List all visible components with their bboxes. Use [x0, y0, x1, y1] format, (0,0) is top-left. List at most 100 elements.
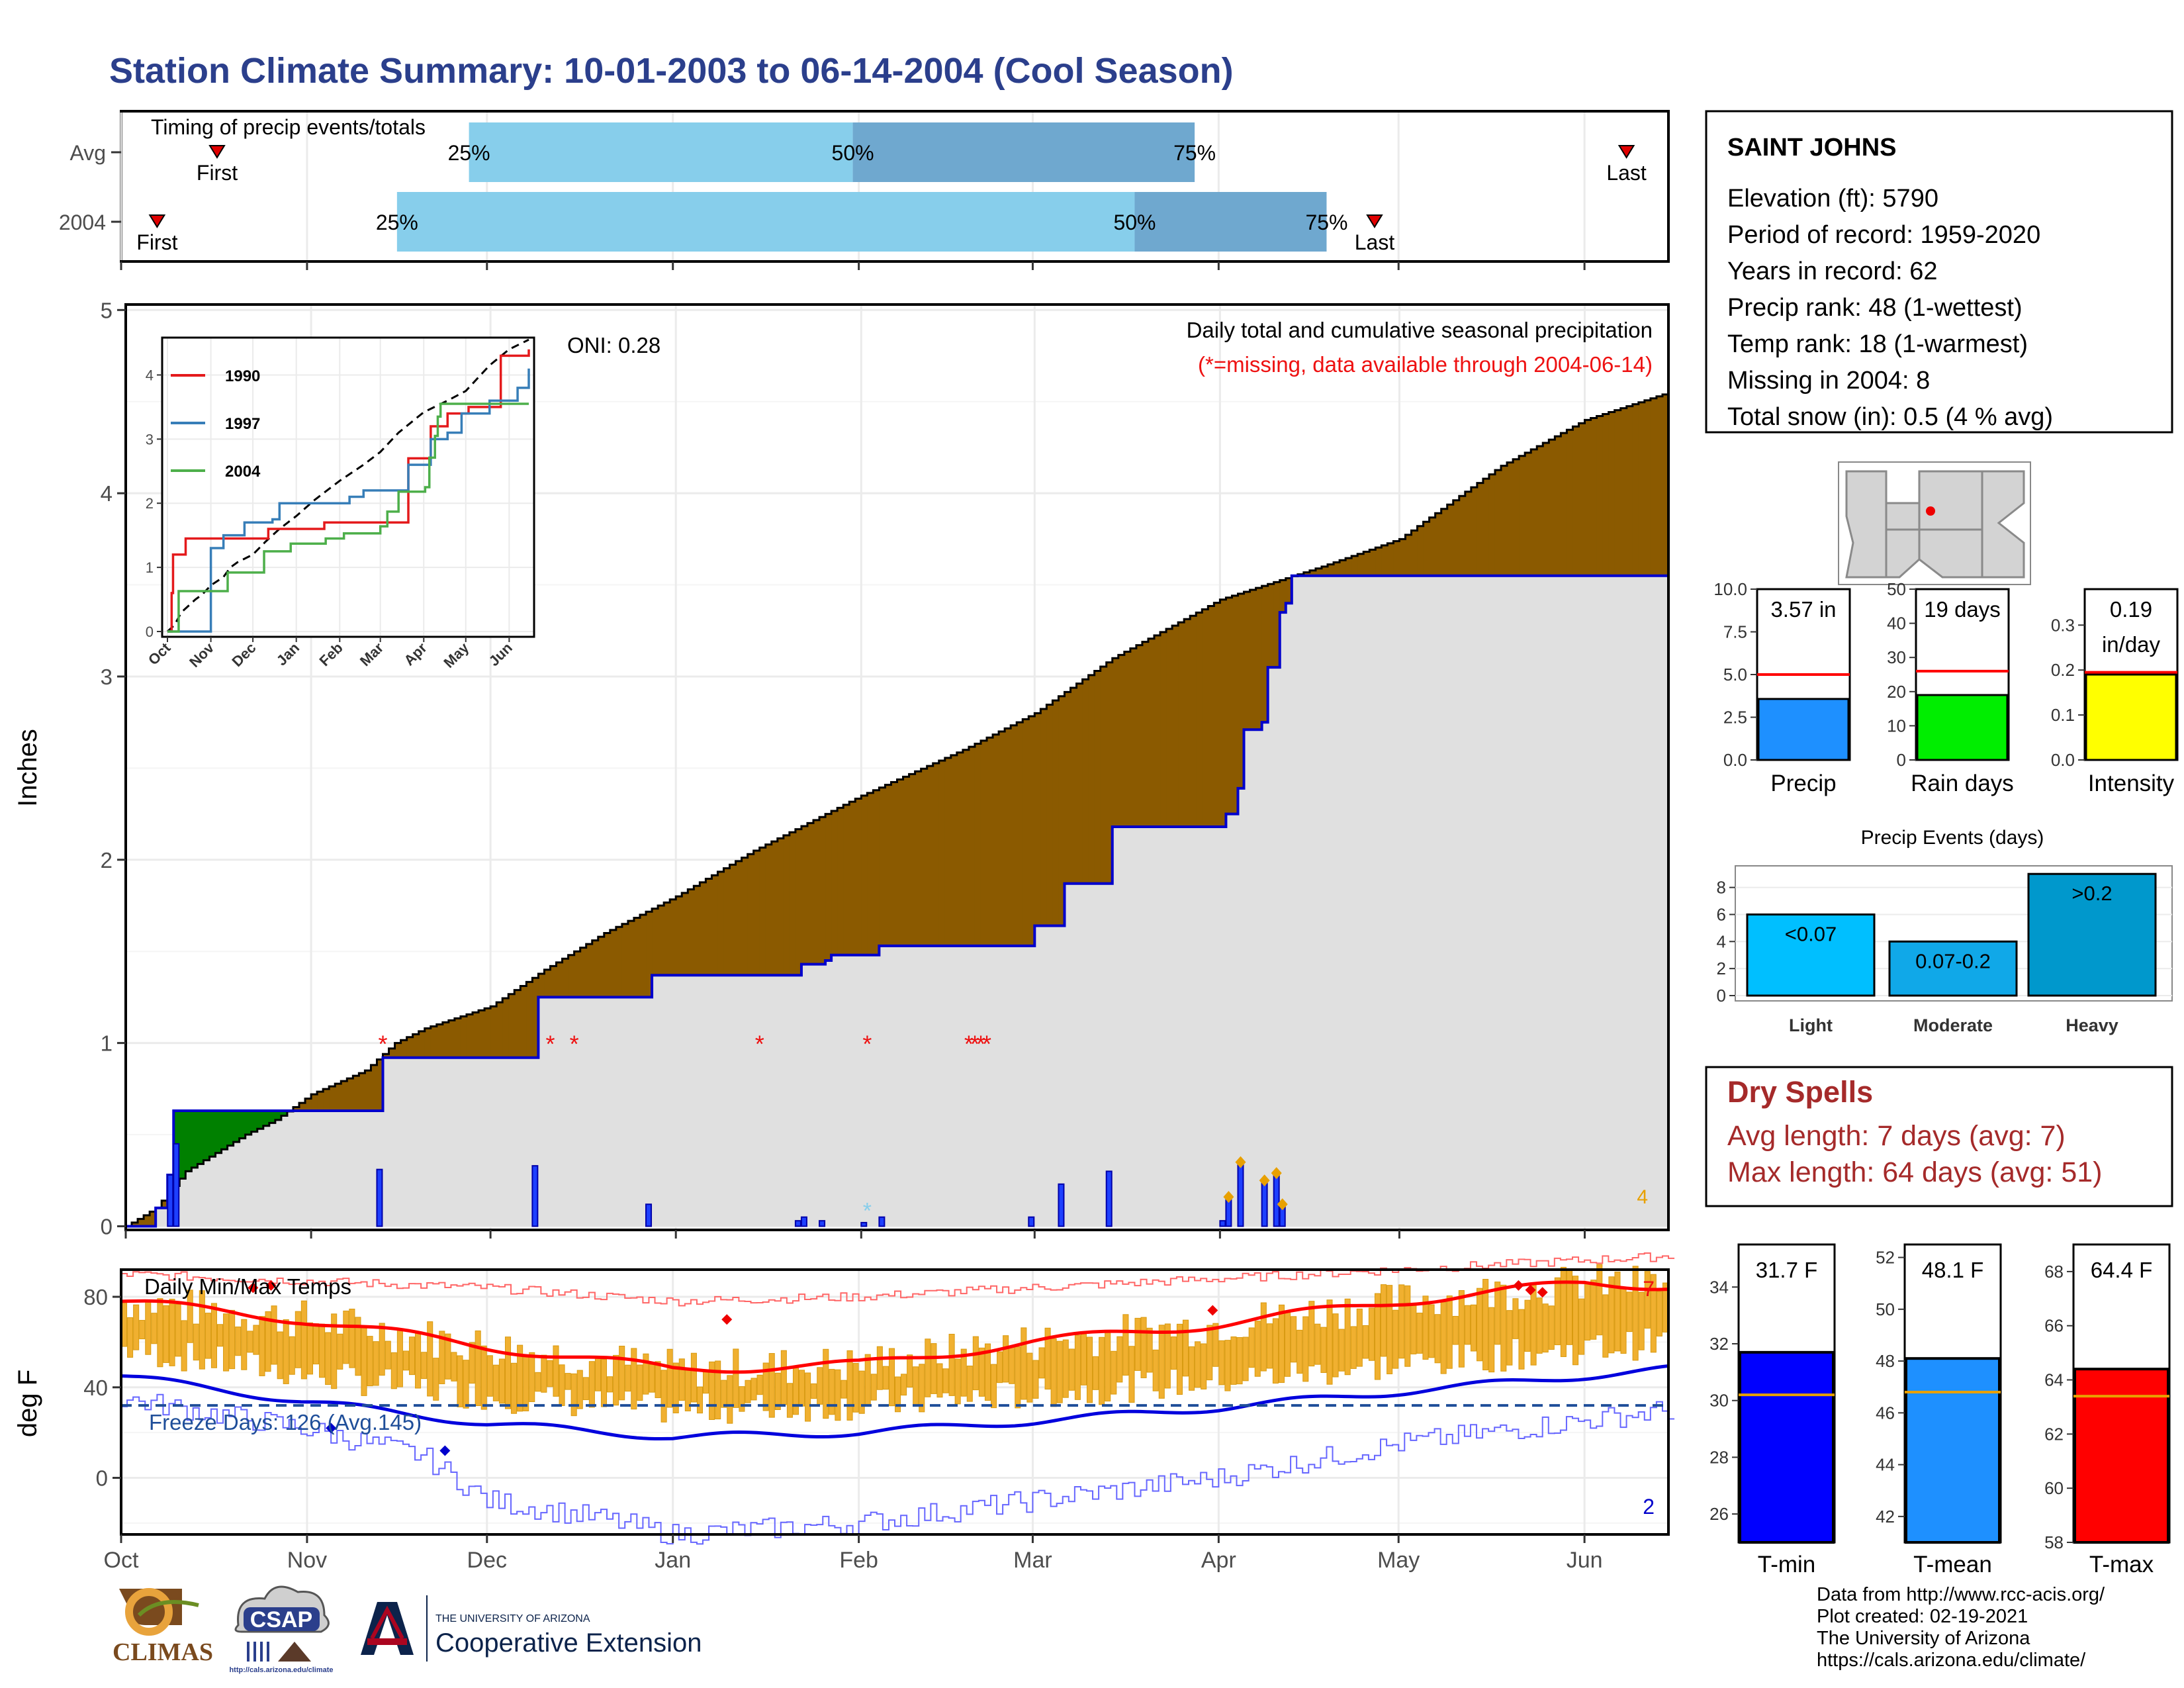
deficit-fill-day-248: [1609, 412, 1615, 576]
dry-spells-box: Dry Spells Avg length: 7 days (avg: 7) M…: [1706, 1067, 2172, 1206]
daily-temp-range-bar-88: [649, 1364, 655, 1392]
deficit-fill-day-136: [939, 761, 946, 946]
deficit-fill-day-243: [1578, 423, 1585, 575]
daily-temp-range-bar-96: [697, 1387, 702, 1413]
daily-precip-bar-2: [377, 1170, 382, 1227]
temp-summary-ytick-label-0-3: 32: [1709, 1334, 1729, 1354]
deficit-fill-day-161: [1089, 675, 1095, 884]
missing-day-marker-0: *: [378, 1031, 387, 1058]
daily-temp-range-bar-8: [169, 1299, 175, 1366]
summary-ytick-label-0-1: 2.5: [1723, 708, 1747, 727]
daily-temp-range-bar-215: [1411, 1305, 1416, 1354]
deficit-fill-day-144: [987, 737, 993, 946]
daily-temp-range-bar-236: [1537, 1298, 1542, 1354]
deficit-fill-day-91: [670, 900, 676, 975]
daily-temp-range-bar-195: [1291, 1317, 1297, 1362]
deficit-fill-day-89: [658, 906, 664, 975]
daily-temp-range-bar-220: [1441, 1302, 1446, 1374]
daily-temp-range-bar-28: [289, 1336, 295, 1374]
daily-temp-range-bar-115: [811, 1383, 817, 1398]
daily-temp-range-bar-14: [205, 1313, 210, 1359]
daily-temp-range-bar-62: [493, 1365, 498, 1401]
daily-temp-range-bar-225: [1471, 1305, 1476, 1351]
deficit-fill-day-138: [951, 755, 958, 946]
daily-temp-range-bar-148: [1009, 1347, 1015, 1383]
deficit-fill-day-227: [1483, 479, 1490, 576]
temp-summary-ytick-label-0-1: 28: [1709, 1447, 1729, 1467]
daily-temp-range-bar-190: [1261, 1303, 1266, 1371]
daily-temp-range-bar-100: [721, 1380, 727, 1407]
precip-ytick-label-4: 4: [101, 481, 113, 506]
deficit-fill-day-121: [849, 802, 856, 955]
station-line-6: Total snow (in): 0.5 (4 % avg): [1727, 403, 2053, 431]
surplus-fill-day-12: [197, 1111, 204, 1164]
daily-temp-range-bar-1: [128, 1317, 133, 1357]
daily-temp-range-bar-4: [146, 1300, 151, 1354]
deficit-fill-day-178: [1190, 616, 1197, 827]
daily-temp-range-bar-45: [391, 1352, 396, 1388]
summary-ytick-label-1-3: 30: [1887, 647, 1906, 667]
daily-temp-range-bar-162: [1093, 1356, 1099, 1389]
deficit-fill-day-142: [975, 743, 981, 945]
daily-temp-range-bar-139: [955, 1359, 960, 1404]
deficit-fill-day-124: [867, 793, 874, 955]
precip-ytick-label-3: 3: [101, 665, 113, 689]
daily-temp-range-bar-50: [422, 1352, 427, 1379]
deficit-fill-day-128: [891, 782, 897, 946]
deficit-fill-day-174: [1166, 629, 1173, 827]
temp-summary-value-0: 31.7 F: [1756, 1258, 1818, 1282]
daily-temp-range-bar-135: [931, 1344, 936, 1394]
daily-temp-range-bar-196: [1297, 1330, 1302, 1373]
climas-text: CLIMAS: [113, 1638, 213, 1666]
daily-temp-range-bar-134: [925, 1339, 931, 1397]
daily-temp-range-bar-59: [475, 1331, 480, 1405]
deficit-fill-day-247: [1603, 414, 1610, 576]
summary-ytick-label-2-1: 0.1: [2051, 705, 2075, 725]
daily-temp-range-bar-242: [1573, 1276, 1578, 1365]
deficit-fill-day-246: [1597, 416, 1604, 575]
timing-p25-label: 25%: [376, 211, 418, 234]
month-label-apr: Apr: [1201, 1548, 1236, 1573]
daily-temp-range-bar-199: [1315, 1324, 1320, 1364]
events-title: Precip Events (days): [1861, 827, 2044, 849]
daily-temp-range-bar-237: [1543, 1304, 1548, 1352]
deficit-fill-day-105: [754, 851, 760, 975]
inset-ytick-label-4: 4: [146, 367, 154, 383]
deficit-fill-day-229: [1495, 470, 1502, 576]
daily-temp-range-bar-58: [469, 1342, 475, 1383]
daily-temp-range-bar-178: [1189, 1346, 1195, 1390]
daily-precip-bar-15: [1238, 1162, 1243, 1227]
daily-temp-range-bar-116: [817, 1368, 823, 1405]
deficit-fill-day-113: [801, 826, 808, 964]
deficit-fill-day-154: [1046, 705, 1053, 926]
deficit-fill-day-63: [502, 998, 509, 1058]
daily-temp-range-bar-177: [1183, 1320, 1188, 1376]
deficit-fill-day-148: [1011, 726, 1017, 946]
daily-temp-range-bar-89: [655, 1362, 660, 1398]
temp-summary-label-1: T-mean: [1913, 1552, 1992, 1577]
deficit-fill-day-109: [778, 839, 784, 976]
station-location-dot: [1926, 506, 1935, 516]
summary-value-0: 3.57 in: [1770, 597, 1836, 622]
footer-line-3: https://cals.arizona.edu/climate/: [1817, 1650, 2086, 1671]
deficit-fill-day-225: [1471, 487, 1478, 576]
daily-temp-range-bar-160: [1081, 1334, 1086, 1385]
daily-temp-range-bar-194: [1285, 1311, 1291, 1376]
daily-temp-range-bar-212: [1393, 1310, 1398, 1368]
deficit-fill-day-206: [1357, 554, 1364, 576]
deficit-fill-day-183: [1220, 600, 1226, 827]
temp-min-count: 2: [1643, 1495, 1655, 1519]
deficit-fill-day-108: [772, 841, 778, 975]
deficit-fill-day-153: [1040, 709, 1047, 926]
deficit-fill-day-145: [993, 735, 999, 946]
daily-temp-range-bar-17: [224, 1314, 229, 1371]
missing-day-marker-4: *: [862, 1031, 872, 1058]
deficit-fill-day-53: [443, 1022, 449, 1057]
daily-temp-range-bar-32: [313, 1324, 318, 1364]
deficit-fill-day-133: [921, 769, 928, 946]
daily-temp-range-bar-238: [1549, 1306, 1554, 1350]
timing-p25-label: 25%: [448, 141, 490, 165]
daily-temp-range-bar-187: [1243, 1337, 1248, 1381]
summary-ytick-label-2-2: 0.2: [2051, 660, 2075, 680]
daily-temp-range-bar-48: [409, 1337, 414, 1375]
